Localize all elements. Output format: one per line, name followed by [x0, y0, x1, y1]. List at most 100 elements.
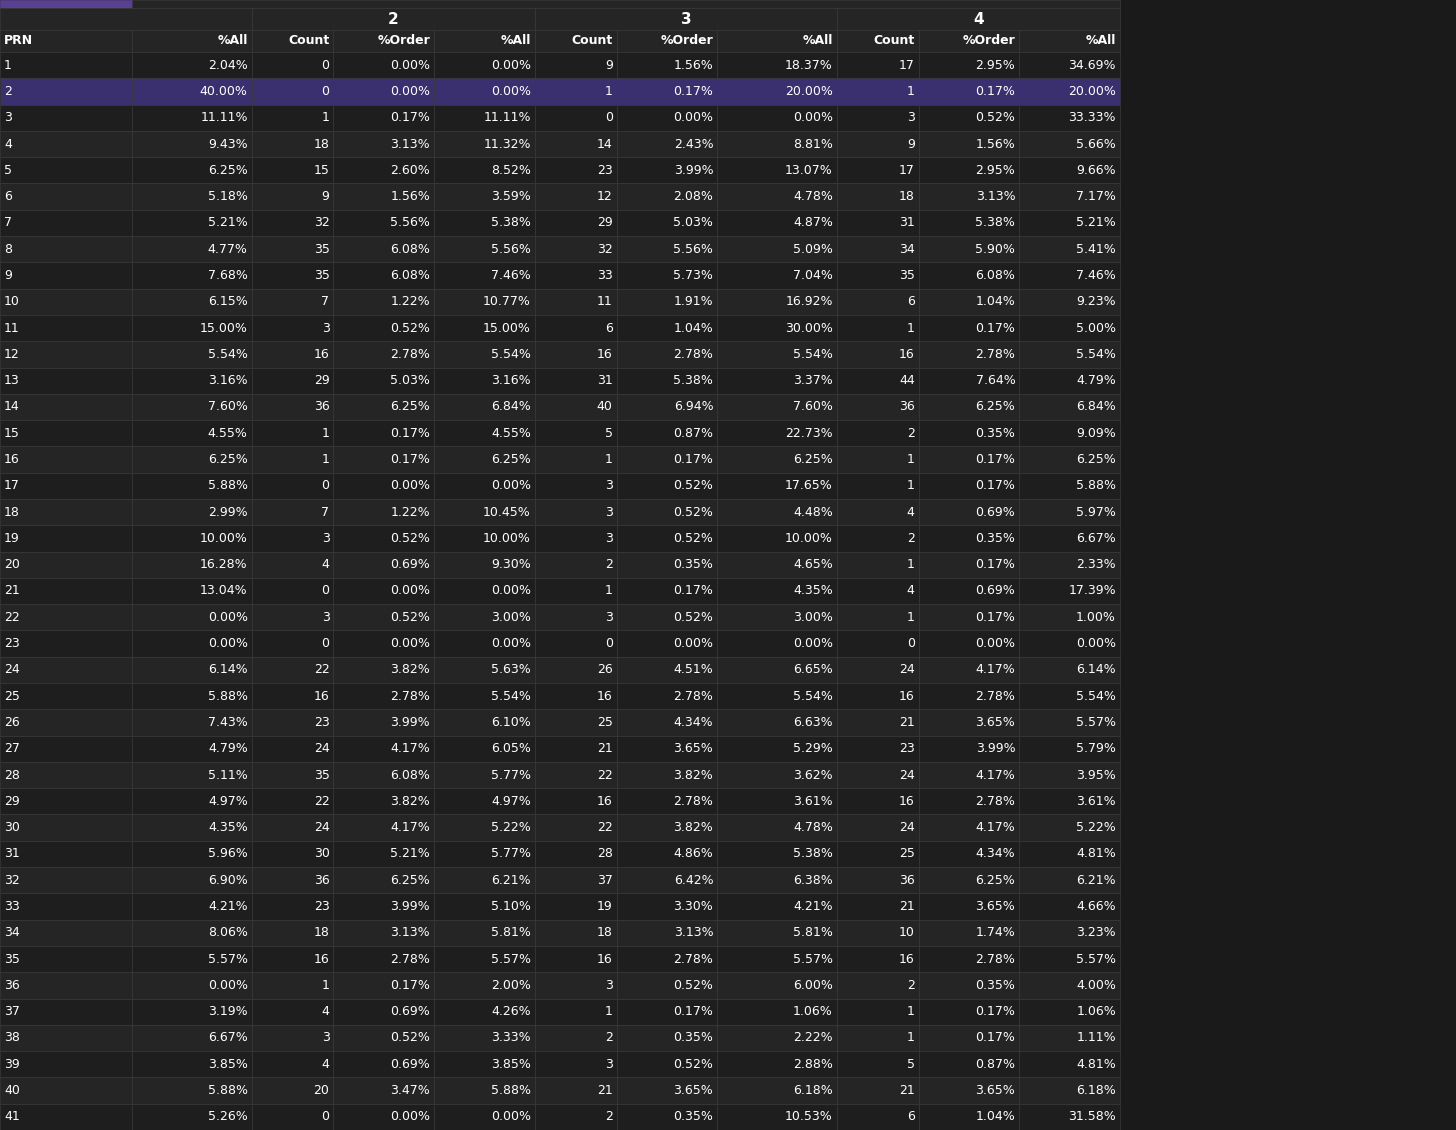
- Text: 5.88%: 5.88%: [208, 1084, 248, 1097]
- Bar: [333, 131, 434, 157]
- Text: 4.17%: 4.17%: [390, 822, 430, 834]
- Text: 0.17%: 0.17%: [390, 111, 430, 124]
- Text: 18: 18: [313, 927, 329, 939]
- Text: 10.00%: 10.00%: [199, 532, 248, 545]
- Text: 1.56%: 1.56%: [976, 138, 1015, 150]
- Bar: [1019, 762, 1120, 789]
- Text: 6.18%: 6.18%: [1076, 1084, 1115, 1097]
- Bar: [534, 683, 617, 710]
- Text: 0.00%: 0.00%: [208, 637, 248, 650]
- Bar: [132, 683, 252, 710]
- Bar: [837, 315, 919, 341]
- Text: 14: 14: [4, 400, 20, 414]
- Text: 21: 21: [597, 1084, 613, 1097]
- Bar: [1019, 605, 1120, 631]
- Bar: [919, 157, 1019, 183]
- Text: 36: 36: [898, 400, 914, 414]
- Text: 32: 32: [4, 873, 20, 887]
- Text: 16: 16: [313, 953, 329, 966]
- Text: 11: 11: [597, 295, 613, 308]
- Text: 28: 28: [4, 768, 20, 782]
- Text: 5.21%: 5.21%: [390, 848, 430, 860]
- Text: 4.21%: 4.21%: [794, 899, 833, 913]
- Bar: [0, 472, 132, 499]
- Bar: [0, 1051, 132, 1077]
- Bar: [252, 710, 333, 736]
- Bar: [534, 157, 617, 183]
- Bar: [0, 420, 132, 446]
- Text: 1.56%: 1.56%: [674, 59, 713, 71]
- Text: 5.57%: 5.57%: [1076, 953, 1115, 966]
- Text: 5.22%: 5.22%: [1076, 822, 1115, 834]
- Bar: [1019, 946, 1120, 972]
- Text: 3.85%: 3.85%: [208, 1058, 248, 1071]
- Text: 1: 1: [604, 1006, 613, 1018]
- Text: 0.17%: 0.17%: [976, 1006, 1015, 1018]
- Text: 0: 0: [322, 637, 329, 650]
- Text: 2.78%: 2.78%: [976, 348, 1015, 360]
- Text: 6.25%: 6.25%: [390, 873, 430, 887]
- Text: 4.97%: 4.97%: [491, 794, 531, 808]
- Text: 4.79%: 4.79%: [208, 742, 248, 755]
- Text: 4.17%: 4.17%: [976, 768, 1015, 782]
- Text: 7.43%: 7.43%: [208, 716, 248, 729]
- Bar: [0, 736, 132, 762]
- Bar: [919, 815, 1019, 841]
- Text: 5.10%: 5.10%: [491, 899, 531, 913]
- Bar: [1019, 315, 1120, 341]
- Text: 37: 37: [4, 1006, 20, 1018]
- Text: 9: 9: [4, 269, 12, 282]
- Text: 6.67%: 6.67%: [1076, 532, 1115, 545]
- Bar: [252, 420, 333, 446]
- Bar: [718, 815, 837, 841]
- Bar: [132, 105, 252, 131]
- Text: %All: %All: [501, 35, 531, 47]
- Text: 0.00%: 0.00%: [491, 85, 531, 98]
- Text: 4.34%: 4.34%: [674, 716, 713, 729]
- Text: 6.08%: 6.08%: [390, 243, 430, 255]
- Bar: [434, 736, 534, 762]
- Bar: [1019, 736, 1120, 762]
- Text: 1: 1: [907, 1032, 914, 1044]
- Bar: [534, 31, 617, 52]
- Text: 16: 16: [313, 348, 329, 360]
- Bar: [617, 52, 718, 78]
- Text: 38: 38: [4, 1032, 20, 1044]
- Bar: [0, 551, 132, 577]
- Bar: [434, 631, 534, 657]
- Text: 44: 44: [898, 374, 914, 388]
- Bar: [434, 31, 534, 52]
- Text: 11.32%: 11.32%: [483, 138, 531, 150]
- Bar: [718, 288, 837, 315]
- Text: 3.13%: 3.13%: [674, 927, 713, 939]
- Text: 40.00%: 40.00%: [199, 85, 248, 98]
- Text: 0: 0: [907, 637, 914, 650]
- Text: 0.52%: 0.52%: [390, 1032, 430, 1044]
- Text: 5.29%: 5.29%: [794, 742, 833, 755]
- Text: 2: 2: [604, 558, 613, 571]
- Bar: [132, 631, 252, 657]
- Bar: [132, 972, 252, 999]
- Bar: [1019, 815, 1120, 841]
- Bar: [837, 499, 919, 525]
- Text: 15: 15: [313, 164, 329, 176]
- Text: 5.81%: 5.81%: [491, 927, 531, 939]
- Bar: [617, 710, 718, 736]
- Bar: [718, 946, 837, 972]
- Text: 0.52%: 0.52%: [390, 322, 430, 334]
- Text: 2.78%: 2.78%: [976, 794, 1015, 808]
- Bar: [434, 446, 534, 472]
- Text: 3: 3: [604, 479, 613, 493]
- Bar: [617, 683, 718, 710]
- Bar: [252, 52, 333, 78]
- Text: 20: 20: [313, 1084, 329, 1097]
- Bar: [0, 1025, 132, 1051]
- Text: 2: 2: [604, 1032, 613, 1044]
- Bar: [132, 420, 252, 446]
- Text: 7.17%: 7.17%: [1076, 190, 1115, 203]
- Bar: [252, 367, 333, 393]
- Text: 3: 3: [322, 611, 329, 624]
- Bar: [333, 105, 434, 131]
- Text: 3.99%: 3.99%: [390, 716, 430, 729]
- Bar: [434, 210, 534, 236]
